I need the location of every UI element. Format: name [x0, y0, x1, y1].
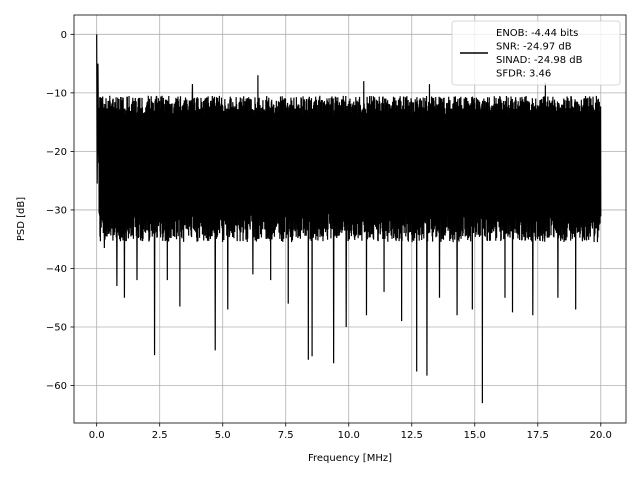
- x-tick-label: 2.5: [152, 430, 168, 441]
- y-tick-label: −20: [46, 147, 67, 158]
- y-tick-label: −30: [46, 205, 67, 216]
- y-tick-label: −50: [46, 323, 67, 334]
- y-tick-label: −40: [46, 264, 67, 275]
- legend-entry: ENOB: -4.44 bits: [496, 28, 578, 39]
- psd-series-line: [96, 34, 602, 404]
- x-tick-label: 5.0: [215, 430, 231, 441]
- x-tick-label: 15.0: [464, 430, 486, 441]
- y-tick-label: −60: [46, 381, 67, 392]
- legend-entry: SNR: -24.97 dB: [496, 42, 572, 53]
- x-tick-label: 10.0: [338, 430, 360, 441]
- x-tick-label: 0.0: [89, 430, 105, 441]
- plot-area: [96, 34, 602, 404]
- x-tick-label: 17.5: [527, 430, 549, 441]
- y-axis-label: PSD [dB]: [16, 197, 27, 241]
- axes-frame: [73, 14, 627, 424]
- y-axis: 0 −10 −20 −30 −40 −50 −60: [46, 30, 74, 392]
- legend-box: [451, 20, 621, 86]
- x-tick-label: 20.0: [590, 430, 612, 441]
- legend-entry: SINAD: -24.98 dB: [496, 55, 583, 66]
- y-tick-label: −10: [46, 88, 67, 99]
- legend: ENOB: -4.44 bits SNR: -24.97 dB SINAD: -24…: [451, 20, 621, 86]
- legend-entry: SFDR: 3.46: [496, 69, 551, 80]
- x-tick-label: 12.5: [401, 430, 423, 441]
- x-axis-label: Frequency [MHz]: [308, 453, 392, 464]
- y-tick-label: 0: [61, 30, 67, 41]
- x-tick-label: 7.5: [278, 430, 294, 441]
- x-axis: 0.0 2.5 5.0 7.5 10.0 12.5 15.0 17.5 20.0: [89, 423, 612, 441]
